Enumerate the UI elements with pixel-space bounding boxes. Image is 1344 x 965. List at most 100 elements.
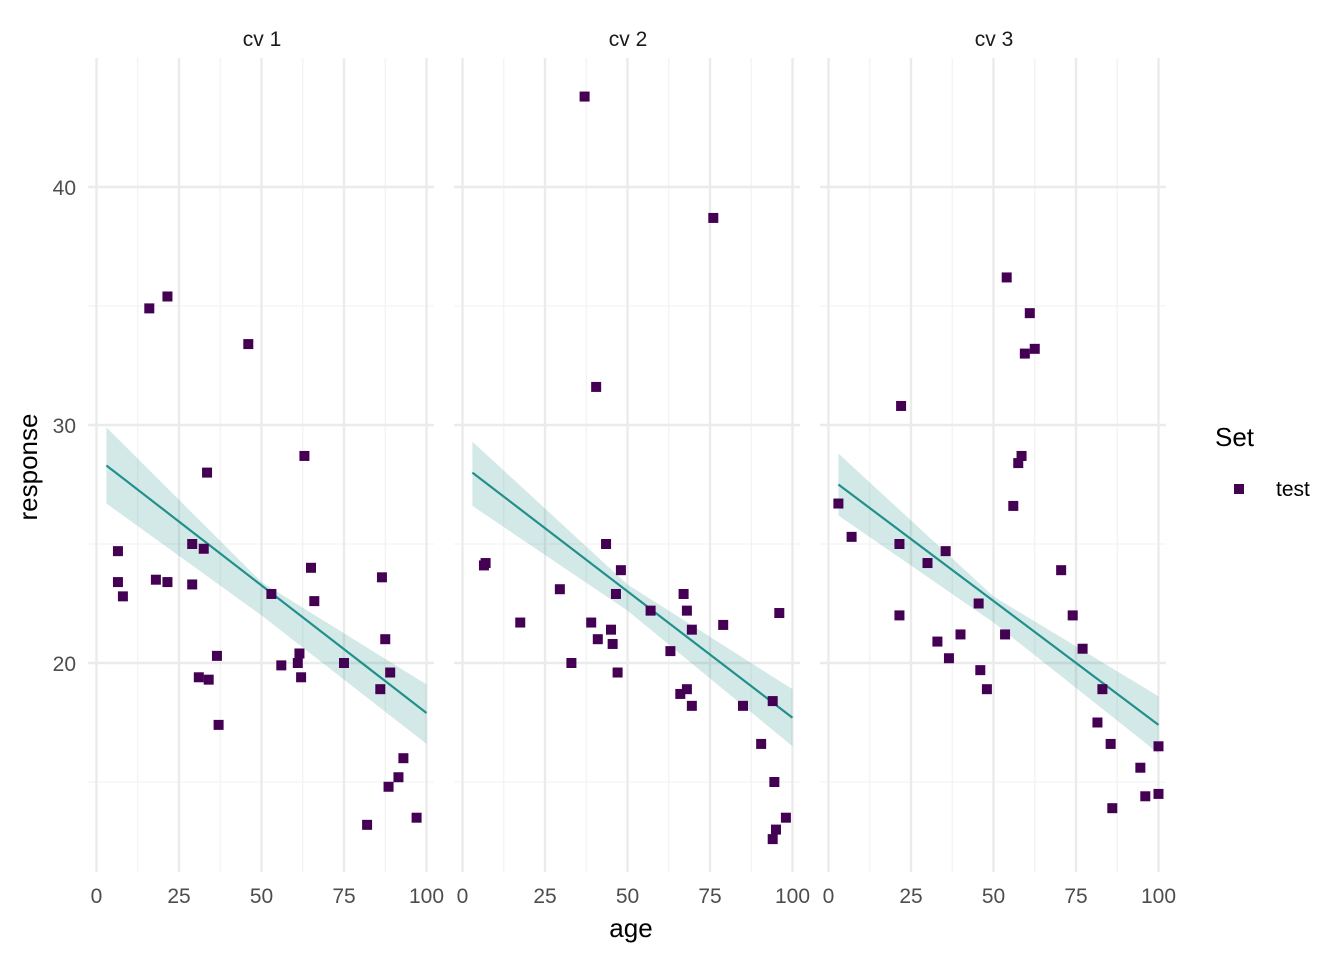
x-tick-label: 50 [982, 885, 1005, 908]
x-tick-label: 25 [533, 885, 556, 908]
data-point [1024, 308, 1035, 319]
data-point [771, 824, 781, 835]
data-point [1153, 741, 1164, 752]
data-point [940, 546, 951, 557]
data-point [202, 467, 213, 478]
data-point [686, 624, 697, 635]
data-point [162, 291, 173, 302]
data-point [480, 558, 491, 569]
confidence-ribbon [106, 427, 427, 744]
facet-strip-label: cv 2 [609, 28, 648, 51]
data-point [894, 539, 905, 549]
data-point [846, 531, 857, 542]
legend: Set test [1215, 422, 1310, 501]
data-point [894, 610, 905, 621]
data-point [187, 579, 198, 590]
legend-label-test: test [1276, 478, 1310, 501]
data-point [193, 672, 204, 683]
x-tick-label: 25 [167, 885, 190, 908]
data-point [294, 648, 305, 659]
data-point [1067, 610, 1078, 621]
data-point [610, 588, 621, 599]
data-point [718, 619, 729, 630]
data-point [339, 658, 349, 668]
data-point [198, 543, 209, 554]
data-point [203, 674, 214, 685]
data-point [1140, 791, 1151, 802]
data-point [738, 700, 748, 711]
data-point [292, 658, 303, 668]
data-point [515, 617, 526, 628]
data-point [780, 812, 791, 823]
data-point [309, 596, 320, 607]
data-point [150, 574, 161, 585]
data-point [769, 777, 780, 787]
data-point [375, 684, 386, 695]
data-point [615, 565, 626, 576]
data-point [943, 653, 954, 664]
facet-panel: cv 1 0 25 50 75 100 20 30 40 [53, 28, 444, 908]
data-point [922, 558, 933, 569]
x-tick-label: 0 [823, 885, 835, 908]
data-point [213, 719, 224, 730]
regression-line [837, 483, 1160, 726]
y-tick-label: 20 [53, 653, 76, 676]
data-point [144, 303, 155, 314]
data-point [975, 665, 986, 676]
data-point [767, 696, 778, 707]
data-point [767, 834, 778, 845]
data-point [586, 617, 597, 628]
data-point [1029, 343, 1040, 354]
data-point [665, 646, 676, 657]
data-point [678, 588, 689, 599]
data-point [774, 608, 785, 619]
data-point [187, 539, 198, 549]
data-point [1013, 458, 1024, 469]
data-point [1001, 272, 1012, 283]
data-point [411, 812, 422, 823]
data-point [566, 658, 577, 668]
data-point [592, 634, 603, 645]
data-point [612, 667, 623, 678]
x-tick-label: 75 [332, 885, 355, 908]
x-tick-label: 0 [457, 885, 469, 908]
y-axis-title: response [13, 414, 43, 521]
x-tick-label: 25 [899, 885, 922, 908]
data-point [554, 584, 565, 595]
y-tick-label: 40 [53, 177, 76, 200]
data-point [607, 638, 618, 649]
data-point [162, 577, 173, 588]
data-point [675, 688, 686, 699]
data-point [306, 562, 316, 573]
data-point [398, 753, 409, 764]
facet-strip-label: cv 3 [975, 28, 1014, 51]
data-point [591, 381, 602, 392]
x-tick-label: 50 [616, 885, 639, 908]
data-point [362, 819, 373, 830]
data-point [112, 546, 123, 557]
x-tick-label: 0 [91, 885, 103, 908]
data-point [932, 636, 943, 647]
data-point [606, 624, 616, 635]
data-point [686, 700, 697, 711]
data-point [243, 339, 254, 350]
data-point [276, 660, 287, 671]
data-point [112, 577, 123, 588]
data-point [1056, 565, 1067, 576]
x-tick-label: 75 [698, 885, 721, 908]
legend-title: Set [1215, 422, 1255, 452]
data-point [955, 629, 966, 640]
data-point [117, 591, 128, 602]
data-point [1153, 788, 1164, 799]
data-point [1097, 684, 1108, 695]
data-point [645, 605, 656, 616]
data-point [1105, 738, 1116, 749]
data-point [393, 772, 404, 783]
data-point [376, 572, 387, 583]
data-point [1000, 629, 1011, 640]
panels-layer: cv 1 0 25 50 75 100 20 30 40 cv 2 0 25 50 75 100 cv 3 0 2… [53, 28, 1176, 908]
data-point [681, 684, 692, 695]
legend-key-test [1234, 484, 1244, 494]
data-point [383, 781, 394, 792]
